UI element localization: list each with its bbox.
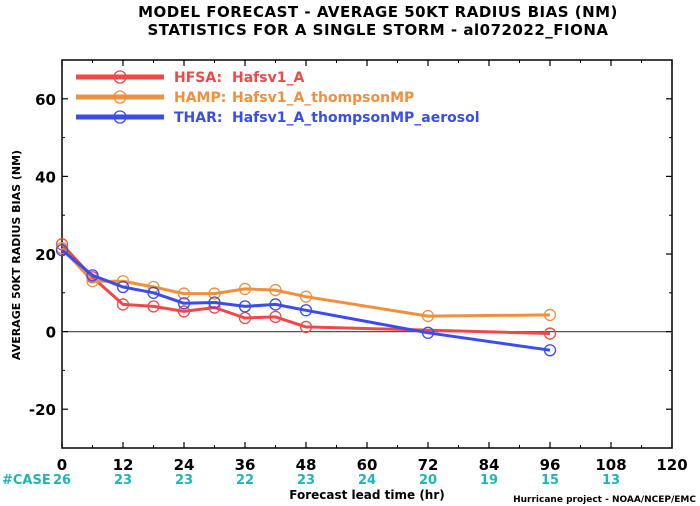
legend-series-code: HAMP: [174,90,226,106]
y-tick-label: 0 [46,324,56,342]
x-tick-label: 72 [418,456,439,474]
data-point [421,309,435,323]
data-point [269,283,282,297]
data-point [116,280,130,294]
data-point [543,308,557,322]
data-point [177,287,191,300]
case-count: 19 [480,473,498,488]
case-count: 23 [114,473,132,488]
legend-item: HFSA: Hafsv1_A [76,70,304,86]
legend-series-code: HFSA: [174,70,222,86]
series-line [60,247,551,318]
data-point [269,310,282,324]
case-count: 26 [53,473,71,488]
data-point [238,282,252,296]
legend-item: HAMP: Hafsv1_A_thompsonMP [76,90,414,106]
y-tick-label: -20 [29,401,56,419]
data-point [86,269,99,282]
data-point [177,305,191,318]
x-tick-label: 48 [296,456,317,474]
credit-text: Hurricane project - NOAA/NCEP/EMC [513,495,696,505]
case-count: 23 [175,473,193,488]
case-label: #CASE [2,473,51,488]
data-point [147,286,160,299]
case-count: 13 [602,473,620,488]
case-count: 23 [297,473,315,488]
series-hfsa [55,238,557,340]
x-axis-label: Forecast lead time (hr) [289,488,445,502]
x-tick-label: 84 [479,456,500,474]
data-point [299,304,313,317]
chart-subtitle: STATISTICS FOR A SINGLE STORM - al072022… [148,21,609,39]
legend-series-code: THAR: [174,110,222,126]
data-point [208,287,221,300]
x-tick-label: 36 [235,456,256,474]
legend-swatch-marker [113,90,127,104]
x-tick-label: 24 [174,456,195,474]
data-point [543,327,557,340]
case-counts: #CASE 26 23 23 22 23 24 20 19 15 13 [2,473,620,488]
data-point [238,300,252,313]
x-tick-label: 120 [656,456,687,474]
data-point [299,320,313,334]
chart-title: MODEL FORECAST - AVERAGE 50KT RADIUS BIA… [138,3,618,21]
y-tick-label: 20 [35,246,56,264]
data-point [299,290,313,303]
series-line [60,243,551,335]
axes: 0 12 24 36 48 60 72 84 96 108 120 -20 0 20 40 60 [29,59,688,474]
case-count: 22 [236,473,254,488]
x-tick-label: 96 [540,456,561,474]
series-layer [55,238,557,357]
data-point [116,298,130,311]
x-tick-label: 108 [595,456,626,474]
case-count: 15 [541,473,559,488]
x-tick-label: 60 [357,456,378,474]
legend-series-label: Hafsv1_A [232,70,304,86]
series-thar [55,243,557,357]
case-count: 20 [419,473,437,488]
legend-swatch-marker [113,70,127,84]
legend-swatch-marker [113,110,127,124]
data-point [208,296,221,309]
legend-item: THAR: Hafsv1_A_thompsonMP_aerosol [76,110,480,126]
data-point [147,300,160,313]
case-count: 24 [358,473,376,488]
y-tick-label: 40 [35,168,56,186]
series-line [61,248,551,352]
legend-series-label: Hafsv1_A_thompsonMP [232,90,414,106]
data-point [55,243,69,257]
data-point [543,344,557,357]
y-axis-label: AVERAGE 50KT RADIUS BIAS (NM) [10,150,23,360]
x-tick-label: 12 [113,456,134,474]
legend: HFSA: Hafsv1_A HAMP: Hafsv1_A_thompsonMP THA… [76,70,480,126]
x-tick-label: 0 [57,456,67,474]
data-point [177,297,191,310]
y-tick-label: 60 [35,91,56,109]
data-point [421,326,435,339]
data-point [269,298,282,311]
legend-series-label: Hafsv1_A_thompsonMP_aerosol [232,110,480,126]
